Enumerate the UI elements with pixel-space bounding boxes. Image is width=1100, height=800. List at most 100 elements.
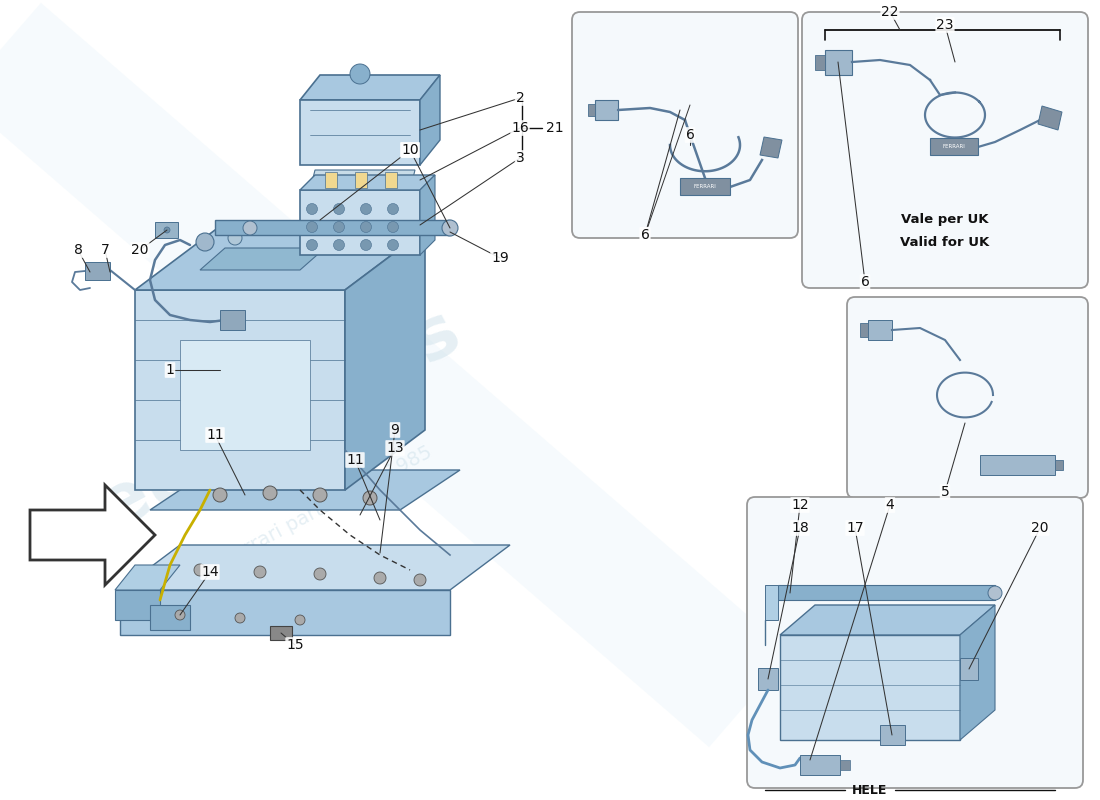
Circle shape: [314, 488, 327, 502]
Text: 13: 13: [386, 441, 404, 455]
Circle shape: [361, 239, 372, 250]
Text: 8: 8: [74, 243, 82, 257]
Circle shape: [228, 231, 242, 245]
FancyBboxPatch shape: [572, 12, 798, 238]
Polygon shape: [85, 262, 110, 280]
Text: 20: 20: [1032, 521, 1048, 535]
Polygon shape: [815, 55, 825, 70]
Circle shape: [307, 239, 318, 250]
Polygon shape: [595, 100, 618, 120]
Polygon shape: [980, 455, 1055, 475]
Circle shape: [307, 203, 318, 214]
Text: FERRARI: FERRARI: [694, 185, 716, 190]
Text: 10: 10: [402, 143, 419, 157]
Circle shape: [988, 586, 1002, 600]
Circle shape: [314, 568, 326, 580]
Circle shape: [333, 239, 344, 250]
Text: 18: 18: [791, 521, 808, 535]
Polygon shape: [30, 485, 155, 585]
Polygon shape: [825, 50, 852, 75]
Circle shape: [414, 574, 426, 586]
Circle shape: [442, 220, 458, 236]
Polygon shape: [385, 172, 397, 188]
FancyBboxPatch shape: [847, 297, 1088, 498]
Polygon shape: [758, 668, 778, 690]
Circle shape: [263, 486, 277, 500]
Polygon shape: [764, 585, 778, 620]
Text: 19: 19: [491, 251, 509, 265]
Circle shape: [196, 233, 214, 251]
Polygon shape: [960, 605, 996, 740]
Text: 4: 4: [886, 498, 894, 512]
Polygon shape: [778, 585, 996, 600]
Polygon shape: [355, 172, 367, 188]
Text: 21: 21: [547, 121, 564, 135]
Circle shape: [350, 64, 370, 84]
Text: HELE: HELE: [852, 783, 888, 797]
Text: europarts: europarts: [88, 296, 473, 544]
Text: 20: 20: [131, 243, 149, 257]
Text: Vale per UK: Vale per UK: [901, 214, 989, 226]
Polygon shape: [300, 75, 440, 100]
Text: 23: 23: [936, 18, 954, 32]
Polygon shape: [135, 290, 345, 490]
Text: 6: 6: [640, 228, 649, 242]
Circle shape: [387, 239, 398, 250]
Polygon shape: [150, 470, 460, 510]
Text: 5: 5: [940, 485, 949, 499]
Polygon shape: [780, 605, 996, 635]
Circle shape: [363, 491, 377, 505]
Polygon shape: [420, 75, 440, 165]
Polygon shape: [1055, 460, 1063, 470]
Circle shape: [194, 564, 206, 576]
Polygon shape: [120, 545, 510, 590]
Polygon shape: [930, 138, 978, 155]
Text: a Ferrari parts since 1985: a Ferrari parts since 1985: [205, 442, 436, 578]
Polygon shape: [135, 230, 425, 290]
Polygon shape: [300, 190, 420, 255]
Polygon shape: [880, 725, 905, 745]
Polygon shape: [760, 137, 782, 158]
Text: 22: 22: [881, 5, 899, 19]
Polygon shape: [780, 635, 960, 740]
Polygon shape: [116, 590, 160, 620]
Polygon shape: [116, 565, 180, 590]
Polygon shape: [960, 658, 978, 680]
Circle shape: [307, 222, 318, 233]
Circle shape: [374, 572, 386, 584]
Polygon shape: [860, 323, 868, 337]
Text: 17: 17: [846, 521, 864, 535]
Polygon shape: [300, 175, 434, 190]
Polygon shape: [868, 320, 892, 340]
Polygon shape: [180, 340, 310, 450]
Text: 2: 2: [516, 91, 525, 105]
Circle shape: [387, 203, 398, 214]
Circle shape: [361, 203, 372, 214]
Polygon shape: [310, 170, 415, 190]
Circle shape: [175, 610, 185, 620]
Polygon shape: [220, 310, 245, 330]
Text: 10: 10: [402, 143, 419, 157]
Circle shape: [387, 222, 398, 233]
Polygon shape: [155, 222, 178, 238]
Text: 9: 9: [390, 423, 399, 437]
Circle shape: [243, 221, 257, 235]
Polygon shape: [120, 590, 450, 635]
FancyBboxPatch shape: [747, 497, 1084, 788]
Circle shape: [235, 613, 245, 623]
Text: 15: 15: [286, 638, 304, 652]
Text: Valid for UK: Valid for UK: [901, 235, 990, 249]
Bar: [270, 626, 292, 640]
Circle shape: [254, 566, 266, 578]
Text: 3: 3: [516, 151, 525, 165]
Polygon shape: [200, 248, 324, 270]
Circle shape: [213, 488, 227, 502]
Polygon shape: [150, 605, 190, 630]
Polygon shape: [588, 104, 595, 116]
Text: 14: 14: [201, 565, 219, 579]
Polygon shape: [420, 175, 434, 255]
Polygon shape: [324, 172, 337, 188]
Polygon shape: [1038, 106, 1061, 130]
FancyBboxPatch shape: [802, 12, 1088, 288]
Circle shape: [333, 222, 344, 233]
